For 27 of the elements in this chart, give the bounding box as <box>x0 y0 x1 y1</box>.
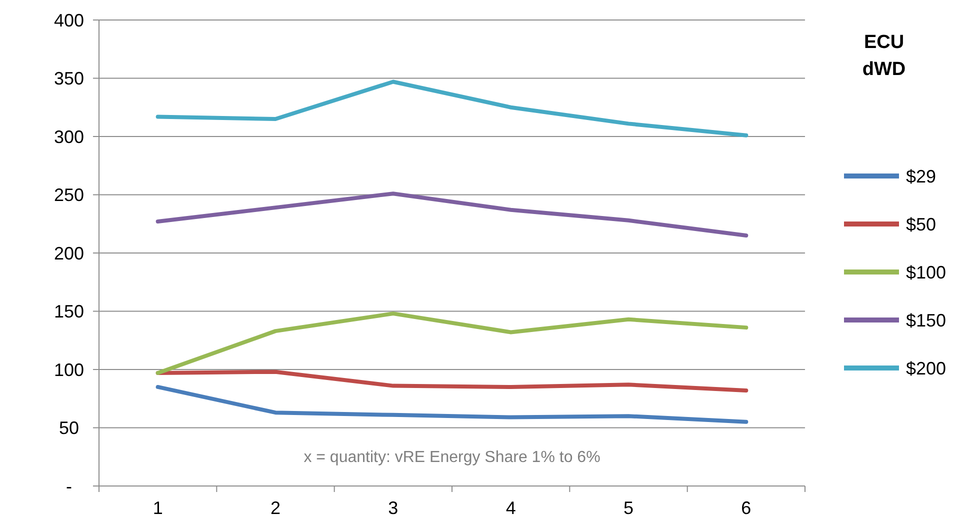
y-tick-label: 100 <box>54 360 84 380</box>
line-series <box>156 312 748 375</box>
y-tick-label: 350 <box>54 68 84 89</box>
line-series <box>156 80 748 138</box>
y-tick-label: - <box>66 476 72 496</box>
legend-label: $200 <box>906 358 946 378</box>
y-tick-label: 150 <box>54 302 84 322</box>
legend-title: ECU dWD <box>862 32 906 80</box>
legend-label: $150 <box>906 310 946 330</box>
y-tick-label: 400 <box>54 10 84 30</box>
y-tick-label: 250 <box>54 185 84 206</box>
y-tick-label: 300 <box>54 126 84 147</box>
legend-label: $29 <box>906 166 936 186</box>
x-tick-label: 2 <box>270 498 281 518</box>
y-tick-label: 50 <box>58 418 80 438</box>
x-tick-label: 6 <box>741 498 752 518</box>
x-tick-label: 5 <box>623 498 634 518</box>
line-series <box>156 192 748 238</box>
x-tick-label: 4 <box>506 498 516 518</box>
line-series <box>156 370 748 392</box>
legend-label: $100 <box>906 262 946 282</box>
y-tick-label: 200 <box>54 243 84 264</box>
x-tick-label: 3 <box>388 498 398 518</box>
annotation: x = quantity: vRE Energy Share 1% to 6% <box>304 449 600 466</box>
x-tick-label: 1 <box>152 498 163 518</box>
legend-label: $50 <box>906 214 936 234</box>
line-series <box>156 384 748 424</box>
